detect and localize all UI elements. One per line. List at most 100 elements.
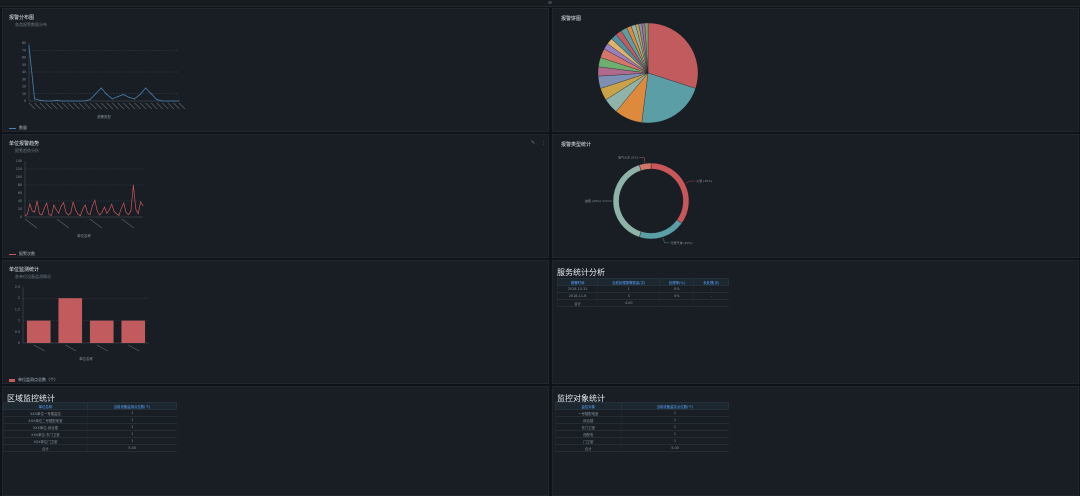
x-tick-label <box>139 102 147 110</box>
data-point <box>89 99 91 101</box>
more-icon[interactable]: ⋮ <box>541 140 546 146</box>
data-point <box>130 210 132 212</box>
data-point <box>39 213 40 215</box>
data-point <box>89 214 91 215</box>
bar <box>121 320 146 343</box>
x-tick-label <box>89 102 97 110</box>
data-point <box>24 215 26 217</box>
y-tick-label: 140 <box>16 159 22 163</box>
data-point <box>67 100 69 102</box>
column-header[interactable]: 当前设备监测点位数(个) <box>86 402 178 410</box>
table-cell: 5.00 <box>86 444 177 452</box>
alarm-pie-chart <box>597 22 699 124</box>
x-tick-label <box>33 344 45 352</box>
data-point <box>56 99 58 101</box>
y-tick-label: 100 <box>16 175 22 179</box>
panel-alarm-pie: 报警饼图 <box>552 8 1079 132</box>
service-stats-table: 报警时间 当前处理报警数量(次) 处理率(%) 未处理(次) 2018-10-31 1 0%… <box>556 278 729 307</box>
data-point <box>58 213 60 214</box>
panel-alarm-distribution: 报警分布图 各类报警数量分布 80 70 60 50 40 30 20 10 0 报警类型 数量 <box>2 8 549 132</box>
table-cell: 0% <box>659 285 694 293</box>
label-leader <box>662 238 670 244</box>
legend-swatch-icon <box>9 127 16 129</box>
x-tick-label <box>56 218 70 229</box>
data-point <box>106 213 108 214</box>
x-tick-label <box>128 102 136 110</box>
data-point <box>34 211 35 213</box>
table-cell: 门卫室 <box>555 437 622 445</box>
data-point <box>27 213 28 215</box>
x-axis-label: 单位名称 <box>77 233 91 238</box>
data-point <box>117 96 119 98</box>
data-point <box>142 205 144 207</box>
data-point <box>39 99 41 101</box>
data-point <box>36 200 38 202</box>
column-header[interactable]: 处理率(%) <box>659 278 695 286</box>
x-tick-label <box>173 102 180 110</box>
x-axis-label: 单位名称 <box>79 356 93 361</box>
chart-legend[interactable]: 数量 <box>9 125 27 131</box>
column-header[interactable]: 监控对象 <box>555 402 622 410</box>
slice-label: 故障 (40%) <box>585 198 601 203</box>
table-cell: 合计 <box>556 299 598 307</box>
table-row: 东门卫室 1 <box>555 423 729 431</box>
panel-title: 单位报警趋势 <box>9 141 40 147</box>
chart-legend[interactable]: 单位监测点总数（个） <box>9 377 58 383</box>
data-point <box>61 100 63 102</box>
table-row: XXX单位二号楼配电室 1 <box>3 416 177 424</box>
panel-title: 单位监测统计 <box>9 267 40 273</box>
y-tick-label: 60 <box>18 191 22 195</box>
y-tick-label: 20 <box>22 85 26 89</box>
data-point <box>123 202 125 204</box>
table-row: 2018-11-6 3 0% - <box>556 292 729 300</box>
table-cell: 一号楼配电室 <box>555 409 622 417</box>
data-point <box>45 100 47 102</box>
data-point <box>99 214 101 216</box>
data-point <box>43 207 45 209</box>
data-point <box>128 214 129 215</box>
column-header[interactable]: 当前设备监控点位数(个) <box>620 402 730 410</box>
table-cell: 1 <box>620 409 729 417</box>
table-row: 2018-10-31 1 0% - <box>556 285 729 293</box>
column-header[interactable]: 未处理(次) <box>693 278 729 286</box>
column-header[interactable]: 报警时间 <box>556 278 599 286</box>
panel-unit-alarm-trend: 单位报警趋势 报警趋势分析 ✎ ⋮ 140 120 100 80 60 40 20 0 单位名称… <box>2 134 549 258</box>
data-point <box>48 214 50 215</box>
x-tick-label <box>162 102 169 110</box>
data-point <box>120 207 122 209</box>
x-tick-label <box>121 218 134 229</box>
data-point <box>128 96 130 98</box>
chart-legend[interactable]: 报警次数 <box>9 251 35 257</box>
table-cell: 5.00 <box>620 444 729 452</box>
table-cell: 综合楼 <box>555 416 622 424</box>
data-point <box>178 100 180 102</box>
data-point <box>31 210 33 212</box>
data-point <box>82 208 84 210</box>
data-point <box>116 213 117 215</box>
monitor-object-table: 监控对象 当前设备监控点位数(个) 一号楼配电室 1 综合楼 1 东门卫室 1 西配电 1 门卫室 1… <box>555 402 730 452</box>
edit-icon[interactable]: ✎ <box>531 140 536 146</box>
unit-alarm-trend-chart: 140 120 100 80 60 40 20 0 单位名称 <box>16 159 144 238</box>
column-header[interactable]: 单位名称 <box>3 402 88 410</box>
alarm-distribution-chart: 80 70 60 50 40 30 20 10 0 报警类型 <box>22 41 186 119</box>
data-point <box>29 203 31 205</box>
x-tick-label <box>45 102 52 110</box>
column-header[interactable]: 当前处理报警数量(次) <box>597 278 661 286</box>
x-tick-label <box>65 344 77 352</box>
table-total-row: 合计 4.00 <box>556 299 729 307</box>
top-bar <box>0 0 1080 7</box>
table-cell: 合计 <box>3 444 88 452</box>
data-point <box>133 184 134 186</box>
data-point <box>55 209 57 211</box>
drag-handle-icon[interactable] <box>548 1 552 4</box>
panel-subtitle: 各类报警数量分布 <box>15 22 47 27</box>
series-line <box>24 184 144 217</box>
slice-label: 火警 (35%) <box>696 178 712 183</box>
y-tick-label: 40 <box>22 70 26 74</box>
table-cell: 西配电 <box>555 430 622 438</box>
data-point <box>140 201 141 203</box>
table-cell: XXX单位门卫室 <box>3 437 88 445</box>
table-cell: 1 <box>597 285 660 293</box>
label-leader <box>685 180 696 184</box>
table-row: 门卫室 1 <box>555 437 729 445</box>
